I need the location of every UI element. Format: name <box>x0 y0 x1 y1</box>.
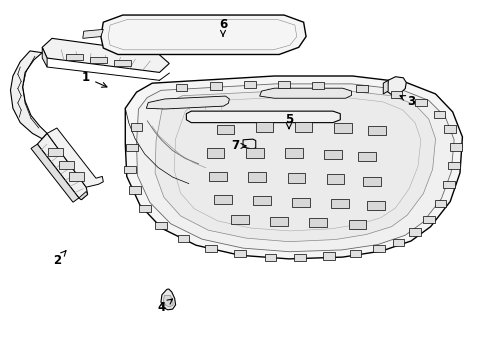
Text: 2: 2 <box>53 251 66 267</box>
Polygon shape <box>293 198 310 207</box>
Polygon shape <box>310 218 327 227</box>
Polygon shape <box>90 57 107 63</box>
Text: 4: 4 <box>158 299 172 314</box>
Polygon shape <box>37 134 88 200</box>
Circle shape <box>241 114 249 120</box>
Polygon shape <box>124 166 136 173</box>
Polygon shape <box>348 220 366 229</box>
Polygon shape <box>155 91 436 242</box>
Polygon shape <box>49 148 63 156</box>
Polygon shape <box>114 60 131 66</box>
Polygon shape <box>137 84 454 252</box>
Polygon shape <box>234 250 246 257</box>
Circle shape <box>275 114 283 120</box>
Polygon shape <box>59 161 74 170</box>
Polygon shape <box>435 200 446 207</box>
Polygon shape <box>131 123 143 131</box>
Text: 3: 3 <box>400 95 415 108</box>
Polygon shape <box>243 139 256 149</box>
Polygon shape <box>295 122 313 132</box>
Polygon shape <box>69 172 84 181</box>
Polygon shape <box>294 254 306 261</box>
Circle shape <box>207 114 215 120</box>
Polygon shape <box>368 126 386 135</box>
Polygon shape <box>79 192 88 200</box>
Polygon shape <box>334 123 351 133</box>
Polygon shape <box>125 76 463 259</box>
Polygon shape <box>147 96 229 109</box>
Polygon shape <box>129 186 141 194</box>
Text: 7: 7 <box>231 139 246 152</box>
Polygon shape <box>66 54 83 60</box>
Polygon shape <box>214 195 232 204</box>
Polygon shape <box>163 296 173 307</box>
Polygon shape <box>450 143 462 150</box>
Polygon shape <box>323 252 335 260</box>
Polygon shape <box>331 199 349 208</box>
Polygon shape <box>443 181 455 188</box>
Polygon shape <box>231 215 249 224</box>
Polygon shape <box>423 216 435 223</box>
Polygon shape <box>356 85 368 92</box>
Polygon shape <box>409 228 421 235</box>
Circle shape <box>310 114 318 120</box>
Polygon shape <box>175 84 187 91</box>
Polygon shape <box>42 39 169 72</box>
Polygon shape <box>391 91 402 98</box>
Polygon shape <box>207 148 224 158</box>
Polygon shape <box>265 253 276 261</box>
Polygon shape <box>140 205 151 212</box>
Circle shape <box>166 298 172 302</box>
Polygon shape <box>161 289 175 310</box>
Polygon shape <box>448 162 460 169</box>
Polygon shape <box>248 172 266 182</box>
Polygon shape <box>363 177 381 186</box>
Polygon shape <box>278 81 290 88</box>
Polygon shape <box>373 245 385 252</box>
Polygon shape <box>210 82 221 90</box>
Polygon shape <box>367 201 385 211</box>
Polygon shape <box>324 149 342 159</box>
Polygon shape <box>217 125 234 134</box>
Polygon shape <box>101 15 306 54</box>
Text: 1: 1 <box>82 71 107 87</box>
Polygon shape <box>358 152 376 161</box>
Polygon shape <box>392 239 404 246</box>
Polygon shape <box>10 51 47 139</box>
Text: 5: 5 <box>285 113 293 129</box>
Text: 6: 6 <box>219 18 227 36</box>
Polygon shape <box>209 172 227 181</box>
Polygon shape <box>349 250 361 257</box>
Polygon shape <box>126 144 138 151</box>
Polygon shape <box>186 111 340 123</box>
Polygon shape <box>47 128 103 187</box>
Polygon shape <box>246 148 264 158</box>
Polygon shape <box>244 81 256 88</box>
Polygon shape <box>434 111 445 118</box>
Polygon shape <box>42 47 47 67</box>
Polygon shape <box>288 173 305 183</box>
Polygon shape <box>155 222 167 229</box>
Polygon shape <box>383 80 388 94</box>
Polygon shape <box>387 77 406 95</box>
Polygon shape <box>415 99 427 107</box>
Polygon shape <box>444 126 456 133</box>
Polygon shape <box>327 174 344 184</box>
Polygon shape <box>260 88 351 98</box>
Polygon shape <box>256 122 273 132</box>
Polygon shape <box>285 148 303 158</box>
Polygon shape <box>83 30 103 39</box>
Polygon shape <box>31 144 79 202</box>
Polygon shape <box>205 244 217 252</box>
Polygon shape <box>177 234 189 242</box>
Polygon shape <box>270 217 288 226</box>
Polygon shape <box>313 82 324 89</box>
Polygon shape <box>253 196 271 206</box>
